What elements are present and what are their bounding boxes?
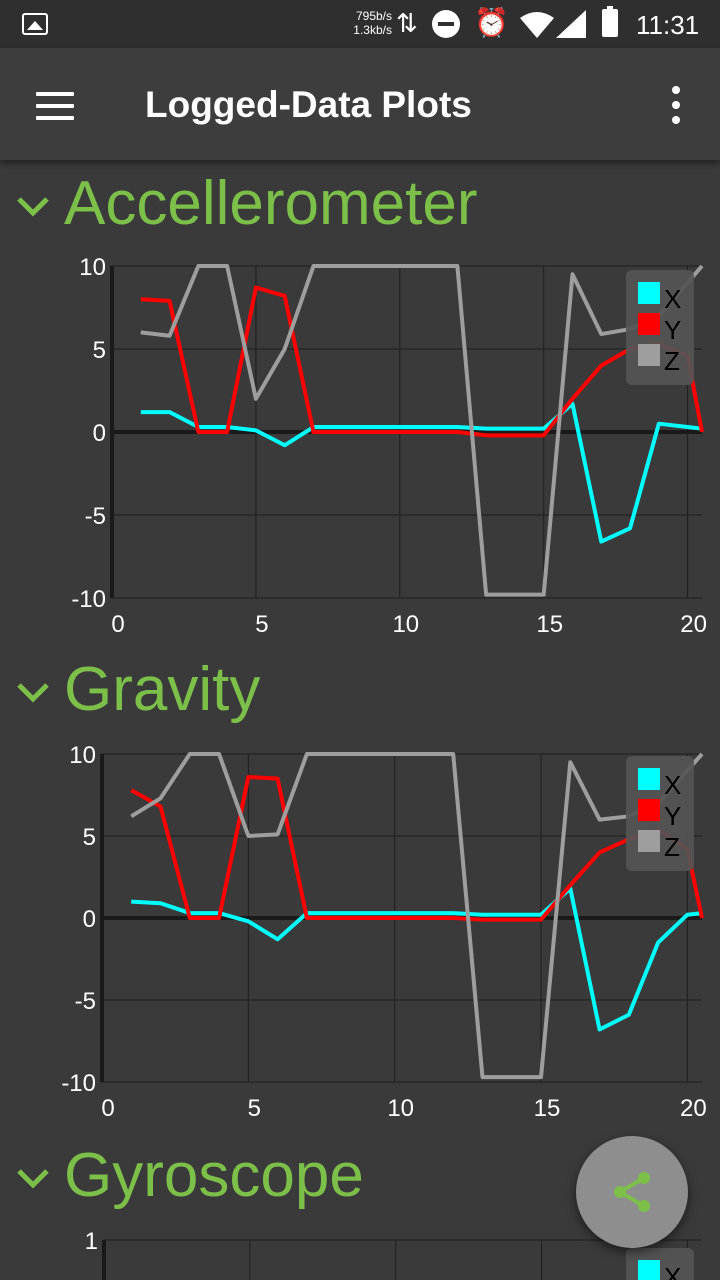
chevron-down-icon[interactable] bbox=[16, 1166, 50, 1190]
legend-swatch bbox=[638, 282, 660, 304]
x-tick-label: 15 bbox=[534, 1095, 561, 1122]
data-arrows-icon: ⇅ bbox=[396, 8, 418, 38]
chevron-down-icon[interactable] bbox=[16, 680, 50, 704]
x-tick-label: 15 bbox=[536, 611, 563, 638]
chevron-down-icon[interactable] bbox=[16, 194, 50, 218]
y-tick-label: -5 bbox=[75, 988, 96, 1015]
image-icon bbox=[22, 13, 48, 35]
section-gravity[interactable]: Gravity bbox=[0, 655, 720, 730]
battery-icon bbox=[602, 6, 618, 37]
page-title: Logged-Data Plots bbox=[145, 84, 472, 125]
legend-swatch bbox=[638, 768, 660, 790]
x-tick-label: 0 bbox=[101, 1095, 114, 1122]
y-tick-label: 1 bbox=[85, 1228, 98, 1255]
y-tick-label: 0 bbox=[83, 906, 96, 933]
more-vert-icon[interactable] bbox=[664, 86, 688, 126]
legend-swatch bbox=[638, 830, 660, 852]
network-rate: 795b/s 1.3kb/s bbox=[340, 9, 392, 37]
y-tick-label: 0 bbox=[93, 420, 106, 447]
rate-down: 1.3kb/s bbox=[353, 23, 392, 37]
cell-signal-icon bbox=[556, 10, 586, 38]
y-tick-label: -10 bbox=[61, 1070, 96, 1097]
legend-label: Z bbox=[664, 832, 680, 862]
share-icon bbox=[614, 1172, 650, 1212]
legend-label: X bbox=[664, 770, 681, 800]
x-tick-label: 20 bbox=[680, 1095, 707, 1122]
clock: 11:31 bbox=[636, 10, 700, 40]
x-tick-label: 0 bbox=[111, 611, 124, 638]
legend-label: Y bbox=[664, 315, 681, 345]
series-line-x bbox=[131, 886, 703, 1032]
legend-swatch bbox=[638, 313, 660, 335]
status-bar: 795b/s 1.3kb/s ⇅ ⏰ 11:31 bbox=[0, 0, 720, 48]
section-title: Accellerometer bbox=[64, 169, 478, 238]
legend-label: X bbox=[664, 1262, 681, 1280]
section-gyroscope[interactable]: Gyroscope bbox=[0, 1141, 720, 1216]
y-tick-label: -5 bbox=[85, 503, 106, 530]
x-tick-label: 20 bbox=[680, 611, 707, 638]
wifi-icon bbox=[520, 12, 554, 38]
x-tick-label: 5 bbox=[255, 611, 268, 638]
app-toolbar: Logged-Data Plots bbox=[0, 48, 720, 160]
legend-swatch bbox=[638, 1260, 660, 1280]
y-tick-label: 5 bbox=[83, 824, 96, 851]
series-line-z bbox=[130, 752, 704, 1080]
series-line-x bbox=[140, 401, 703, 544]
x-tick-label: 10 bbox=[387, 1095, 414, 1122]
section-accelerometer[interactable]: Accellerometer bbox=[0, 169, 720, 244]
section-title: Gravity bbox=[64, 655, 261, 724]
y-tick-label: 10 bbox=[69, 742, 96, 769]
alarm-icon: ⏰ bbox=[474, 7, 509, 38]
y-tick-label: -10 bbox=[71, 586, 106, 613]
x-tick-label: 10 bbox=[392, 611, 419, 638]
do-not-disturb-icon bbox=[432, 10, 460, 38]
legend-label: X bbox=[664, 284, 681, 314]
series-line-z bbox=[140, 264, 704, 597]
legend-swatch bbox=[638, 344, 660, 366]
x-tick-label: 5 bbox=[248, 1095, 261, 1122]
y-tick-label: 10 bbox=[79, 254, 106, 281]
series-line-y bbox=[130, 774, 704, 922]
legend-swatch bbox=[638, 799, 660, 821]
section-title: Gyroscope bbox=[64, 1141, 364, 1210]
legend-label: Z bbox=[664, 346, 680, 376]
rate-up: 795b/s bbox=[355, 9, 392, 23]
hamburger-menu-icon[interactable] bbox=[36, 92, 76, 120]
series-line-y bbox=[140, 285, 704, 438]
legend-label: Y bbox=[664, 801, 681, 831]
share-button[interactable] bbox=[576, 1136, 688, 1248]
y-tick-label: 5 bbox=[93, 337, 106, 364]
